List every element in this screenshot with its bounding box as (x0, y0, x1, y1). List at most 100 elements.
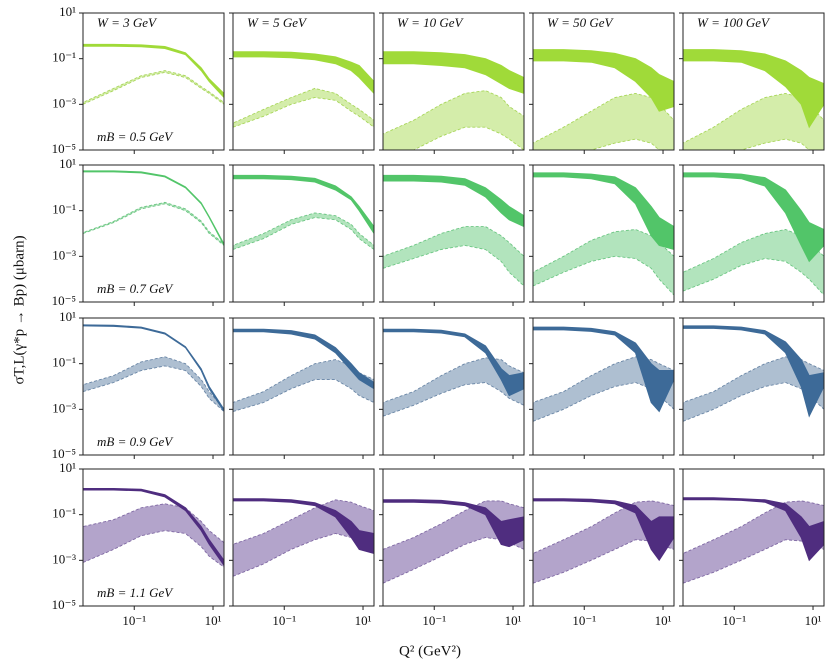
x-axis-label: Q² (GeV²) (399, 643, 461, 659)
band (383, 357, 524, 417)
panel (233, 498, 374, 577)
band (83, 488, 224, 567)
band (533, 326, 674, 413)
panel (683, 497, 824, 584)
y-tick-label: 10⁻⁵ (52, 597, 76, 612)
band (683, 500, 824, 584)
band (233, 51, 374, 95)
band (233, 174, 374, 235)
band (83, 43, 224, 99)
x-tick-label: 10⁻¹ (422, 613, 446, 628)
panel (83, 488, 224, 568)
x-tick-label: 10⁻¹ (722, 613, 746, 628)
y-tick-label: 10⁻³ (52, 95, 76, 110)
band (383, 226, 524, 287)
panel (383, 499, 524, 584)
panel-frame (532, 164, 675, 303)
panel-frame (82, 12, 225, 151)
panel-annotation: mB = 0.7 GeV (97, 281, 174, 296)
panel-frame (382, 12, 525, 151)
panel-title: W = 3 GeV (97, 15, 158, 30)
panel (233, 174, 374, 251)
x-tick-label: 10¹ (505, 613, 522, 628)
band (233, 212, 374, 251)
panel-frame (232, 468, 375, 607)
panel (683, 49, 824, 150)
panel-annotation: mB = 0.5 GeV (97, 129, 174, 144)
band (383, 90, 524, 150)
band (383, 51, 524, 94)
panel (683, 172, 824, 296)
panel (383, 174, 524, 287)
panel (233, 328, 374, 412)
panel-frame (232, 164, 375, 303)
y-axis-label: σT,L(γ*p → Bp) (μbarn) (11, 235, 27, 384)
band (83, 356, 224, 413)
panel (533, 326, 674, 422)
panel (83, 170, 224, 246)
panel-frame (382, 317, 525, 456)
x-tick-label: 10¹ (205, 613, 222, 628)
panel-frame (682, 317, 825, 456)
y-tick-label: 10⁻⁵ (52, 446, 76, 461)
panel-title: W = 50 GeV (547, 15, 615, 30)
y-tick-label: 10⁻¹ (52, 50, 76, 65)
panel-frame (682, 468, 825, 607)
band (533, 356, 674, 422)
y-tick-label: 10¹ (59, 4, 76, 19)
band (383, 499, 524, 548)
panel-frame (382, 468, 525, 607)
band (683, 229, 824, 296)
panel (83, 43, 224, 105)
y-tick-label: 10⁻¹ (52, 355, 76, 370)
band (83, 201, 224, 246)
panel-frame (532, 317, 675, 456)
x-tick-label: 10¹ (655, 613, 672, 628)
band (683, 49, 824, 129)
panel-frame (82, 164, 225, 303)
panel (533, 498, 674, 584)
band (233, 359, 374, 412)
panel-frame (232, 12, 375, 151)
panel (83, 324, 224, 413)
band (233, 498, 374, 555)
y-tick-label: 10⁻³ (52, 400, 76, 415)
panel-frame (232, 317, 375, 456)
band (683, 356, 824, 422)
panel (533, 49, 674, 150)
y-tick-label: 10⁻¹ (52, 506, 76, 521)
x-tick-label: 10⁻¹ (122, 613, 146, 628)
panel-frame (532, 468, 675, 607)
panel-annotation: mB = 1.1 GeV (97, 585, 174, 600)
y-tick-label: 10¹ (59, 309, 76, 324)
panel-frame (682, 164, 825, 303)
y-tick-label: 10⁻³ (52, 247, 76, 262)
band (83, 170, 224, 246)
band (683, 325, 824, 418)
panel-frame (82, 468, 225, 607)
band (683, 172, 824, 263)
y-tick-label: 10⁻¹ (52, 202, 76, 217)
band (233, 87, 374, 128)
panel (233, 51, 374, 128)
band (383, 328, 524, 397)
band (533, 229, 674, 296)
band (533, 172, 674, 251)
y-tick-label: 10¹ (59, 156, 76, 171)
band (683, 92, 824, 150)
y-tick-label: 10⁻⁵ (52, 141, 76, 156)
panel (533, 172, 674, 296)
panel-frame (382, 164, 525, 303)
band (83, 503, 224, 568)
panel-title: W = 100 GeV (697, 15, 771, 30)
panel-title: W = 10 GeV (397, 15, 465, 30)
panel-title: W = 5 GeV (247, 15, 308, 30)
y-tick-label: 10¹ (59, 460, 76, 475)
band (383, 174, 524, 228)
panel (683, 325, 824, 422)
band (83, 70, 224, 105)
x-tick-label: 10¹ (355, 613, 372, 628)
panel (383, 51, 524, 150)
band (533, 498, 674, 562)
